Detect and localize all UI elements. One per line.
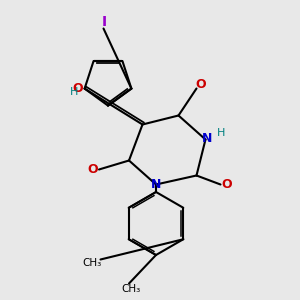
Text: H: H	[70, 87, 78, 97]
Text: O: O	[222, 178, 232, 191]
Text: I: I	[101, 16, 107, 29]
Text: CH₃: CH₃	[121, 284, 140, 295]
Text: N: N	[151, 178, 161, 191]
Text: H: H	[217, 128, 225, 138]
Text: CH₃: CH₃	[82, 258, 101, 268]
Text: O: O	[196, 78, 206, 92]
Text: O: O	[73, 82, 83, 95]
Text: O: O	[87, 163, 98, 176]
Text: N: N	[202, 131, 212, 145]
